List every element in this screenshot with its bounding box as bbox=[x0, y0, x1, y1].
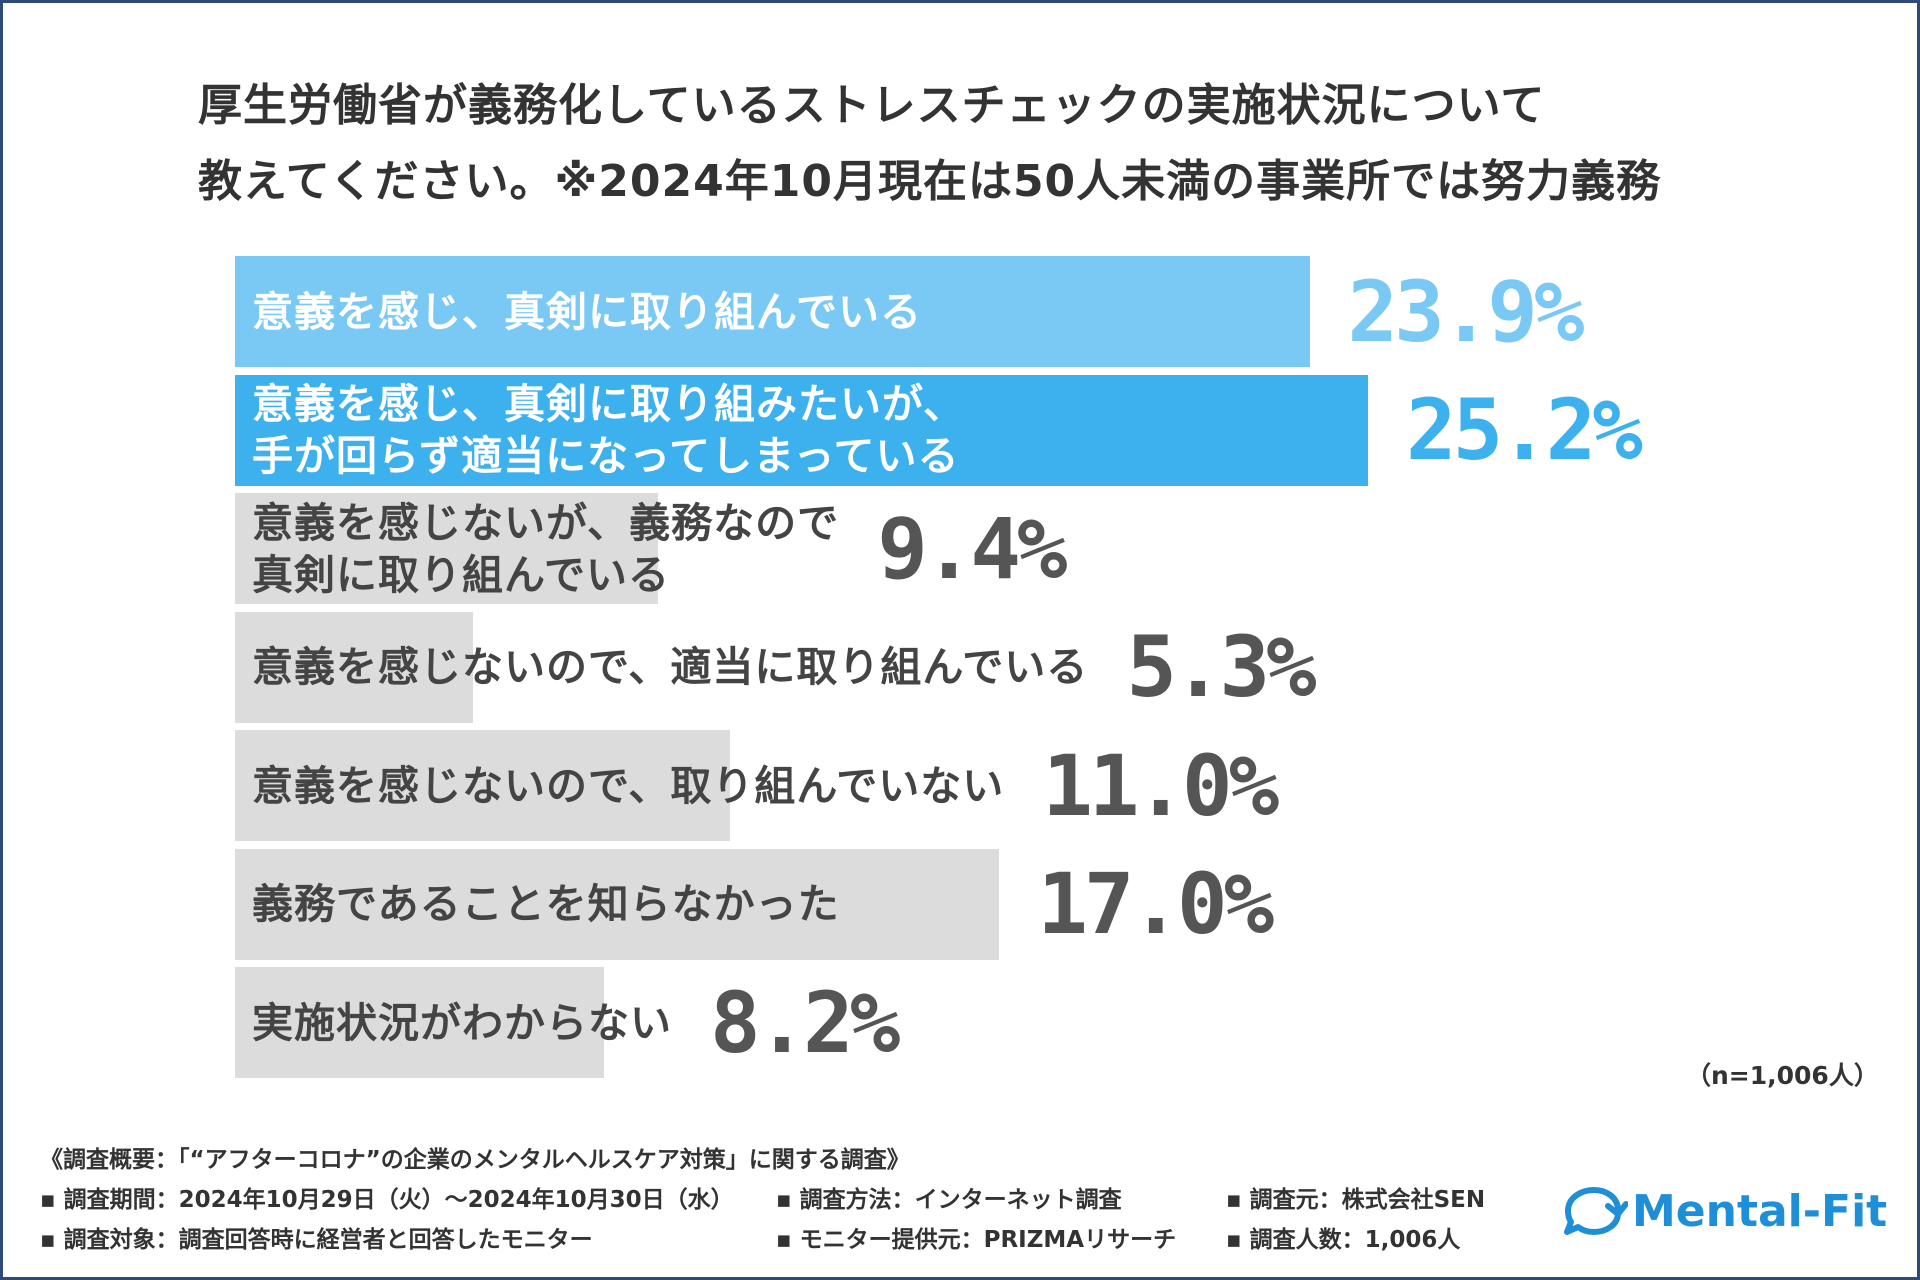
bar-value-2: 25.2% bbox=[1406, 381, 1643, 479]
bar-5 bbox=[235, 730, 730, 841]
title-line-1: 厚生労働省が義務化しているストレスチェックの実施状況について bbox=[198, 80, 1546, 131]
survey-period: ▪ 調査期間：2024年10月29日（火）～2024年10月30日（水） bbox=[40, 1187, 734, 1213]
bar-label-line: 義務であることを知らなかった bbox=[252, 880, 840, 928]
bar-label-3: 意義を感じないが、義務なので 真剣に取り組んでいる bbox=[252, 497, 839, 601]
bar-3 bbox=[235, 493, 658, 604]
sample-size: （n=1,006人） bbox=[1686, 1061, 1879, 1090]
bar-label-2: 意義を感じ、真剣に取り組みたいが、 手が回らず適当になってしまっている bbox=[252, 378, 965, 482]
bar-label-line: 実施状況がわからない bbox=[252, 998, 672, 1047]
bar-label-line: 手が回らず適当になってしまっている bbox=[252, 432, 960, 480]
bar-label-line: 意義を感じないが、義務なので bbox=[252, 498, 840, 547]
bar-label-line: 真剣に取り組んでいる bbox=[252, 550, 670, 599]
survey-heading: 《調査概要：「“アフターコロナ”の企業のメンタルヘルスケア対策」に関する調査》 bbox=[40, 1147, 910, 1173]
logo-text: Mental-Fit bbox=[1632, 1185, 1888, 1237]
brand-logo: Mental-Fit bbox=[1558, 1184, 1887, 1238]
bar-label-line: 意義を感じないので、取り組んでいない bbox=[252, 761, 1005, 810]
bar-label-line: 意義を感じ、真剣に取り組みたいが、 bbox=[252, 380, 966, 428]
survey-source: ▪ 調査元：株式会社SEN bbox=[1226, 1187, 1486, 1213]
bar-value-7: 8.2% bbox=[710, 973, 900, 1072]
bar-value-6: 17.0% bbox=[1037, 855, 1274, 953]
bar-label-5: 意義を感じないので、取り組んでいない bbox=[252, 760, 1004, 812]
bar-2 bbox=[235, 374, 1368, 486]
speech-bubble-refresh-icon bbox=[1564, 1186, 1628, 1235]
chart-title: 厚生労働省が義務化しているストレスチェックの実施状況について 教えてください。※… bbox=[198, 68, 1818, 220]
title-line-2: 教えてください。※2024年10月現在は50人未満の事業所では努力義務 bbox=[198, 156, 1662, 207]
bar-6 bbox=[235, 848, 1000, 960]
bar-value-5: 11.0% bbox=[1042, 736, 1279, 835]
bar-value-1: 23.9% bbox=[1347, 262, 1585, 361]
bar-label-6: 義務であることを知らなかった bbox=[252, 878, 840, 930]
bar-value-3: 9.4% bbox=[877, 499, 1067, 598]
bar-value-4: 5.3% bbox=[1126, 618, 1316, 716]
bar-label-4: 意義を感じないので、適当に取り組んでいる bbox=[252, 641, 1088, 693]
survey-provider: ▪ モニター提供元：PRIZMAリサーチ bbox=[776, 1227, 1177, 1253]
bar-4 bbox=[235, 611, 474, 723]
bar-label-line: 意義を感じないので、適当に取り組んでいる bbox=[252, 643, 1089, 691]
bar-label-7: 実施状況がわからない bbox=[252, 997, 672, 1049]
bar-label-line: 意義を感じ、真剣に取り組んでいる bbox=[252, 287, 922, 336]
bar-1 bbox=[235, 256, 1310, 367]
bar-label-1: 意義を感じ、真剣に取り組んでいる bbox=[252, 286, 922, 338]
survey-count: ▪ 調査人数：1,006人 bbox=[1226, 1227, 1461, 1253]
survey-method: ▪ 調査方法：インターネット調査 bbox=[776, 1187, 1122, 1213]
bar-7 bbox=[235, 967, 604, 1078]
survey-target: ▪ 調査対象：調査回答時に経営者と回答したモニター bbox=[40, 1227, 593, 1253]
